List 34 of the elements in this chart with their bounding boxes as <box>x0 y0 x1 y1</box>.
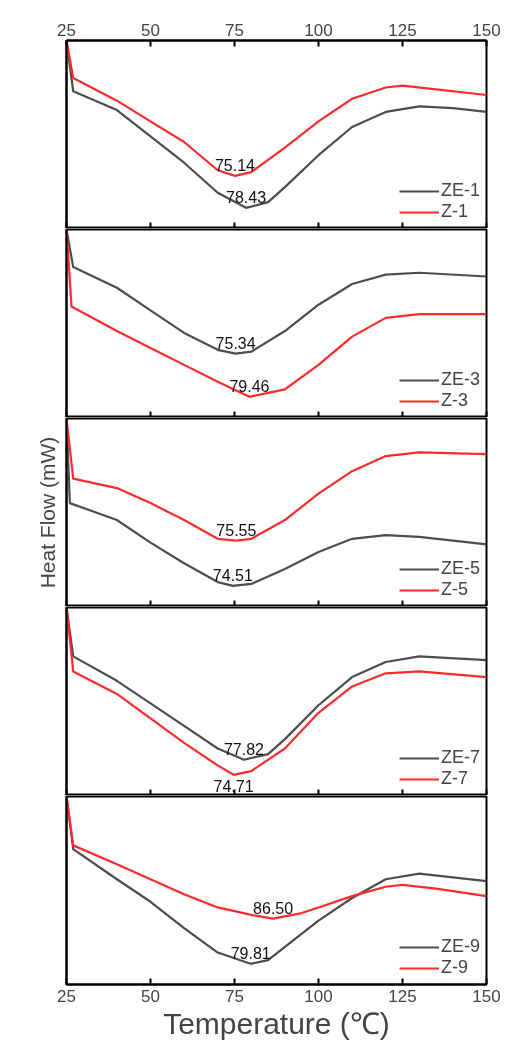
legend-label: Z-7 <box>440 768 468 789</box>
legend-label: ZE-1 <box>440 180 480 201</box>
x-tick-label: 100 <box>304 986 333 1006</box>
annotation: 77.82 <box>223 740 265 758</box>
legend-label: ZE-3 <box>440 369 480 390</box>
legend-label: Z-5 <box>440 579 468 600</box>
x-tick-label: 125 <box>388 986 417 1006</box>
x-tick-label: 50 <box>141 986 160 1006</box>
x-axis-title: Temperature (℃) <box>163 1006 390 1040</box>
y-axis-title: Heat Flow (mW) <box>35 436 59 589</box>
legend-label: Z-1 <box>440 201 468 222</box>
legend-label: Z-3 <box>440 390 468 411</box>
x-tick-label: 125 <box>388 20 417 40</box>
legend-label: ZE-7 <box>440 747 480 768</box>
annotation: 86.50 <box>253 899 294 917</box>
legend-label: ZE-5 <box>440 558 480 579</box>
annotation: 78.43 <box>226 188 267 206</box>
legend-label: ZE-9 <box>440 936 480 957</box>
x-tick-label: 50 <box>141 20 160 40</box>
x-tick-label: 25 <box>57 986 76 1006</box>
x-tick-label: 150 <box>472 20 501 40</box>
annotation: 74.71 <box>213 777 254 795</box>
annotation: 74.51 <box>212 566 253 584</box>
x-tick-label: 25 <box>57 20 76 40</box>
annotation: 79.46 <box>229 377 270 395</box>
x-tick-label: 75 <box>225 986 244 1006</box>
legend-label: Z-9 <box>440 957 468 978</box>
x-tick-label: 150 <box>472 986 501 1006</box>
annotation: 75.55 <box>216 521 257 539</box>
x-tick-label: 100 <box>304 20 333 40</box>
annotation: 75.14 <box>214 156 256 174</box>
annotation: 75.34 <box>215 334 256 352</box>
annotation: 79.81 <box>230 944 271 962</box>
x-tick-label: 75 <box>225 20 244 40</box>
